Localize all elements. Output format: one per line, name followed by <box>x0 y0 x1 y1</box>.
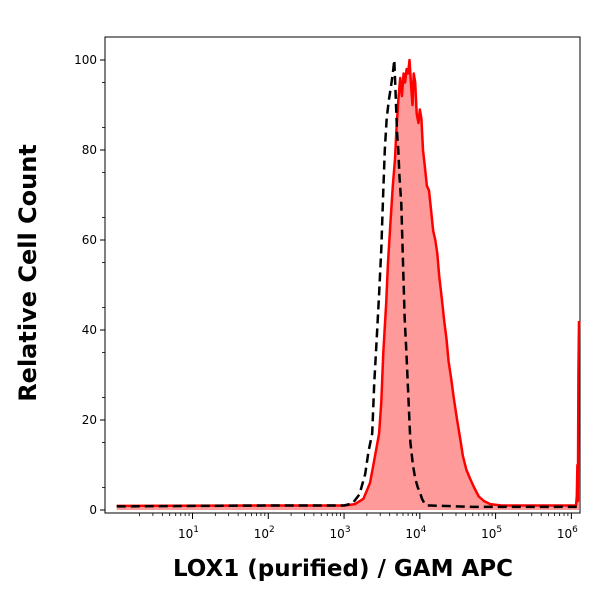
plot-frame <box>104 36 581 514</box>
x-tick-label: 101 <box>178 525 199 541</box>
series-layer <box>116 58 581 510</box>
y-tick-label: 0 <box>89 503 97 517</box>
y-tick-label: 80 <box>82 143 97 157</box>
x-tick-label: 103 <box>330 525 351 541</box>
y-axis-title: Relative Cell Count <box>14 144 42 402</box>
control-histogram-line <box>116 58 579 509</box>
y-tick-label: 100 <box>74 53 97 67</box>
y-tick-label: 20 <box>82 413 97 427</box>
x-axis-title: LOX1 (purified) / GAM APC <box>173 556 513 582</box>
x-tick-label: 105 <box>481 525 502 541</box>
x-tick-label: 102 <box>254 525 275 541</box>
sample-histogram-fill <box>116 60 579 510</box>
sample-histogram-line <box>116 58 581 508</box>
x-tick-label: 104 <box>405 525 426 541</box>
y-tick-label: 40 <box>82 323 97 337</box>
y-tick-label: 60 <box>82 233 97 247</box>
axes-layer: 0 20 40 60 80 100 101 102 103 104 105 106 <box>74 53 578 541</box>
x-tick-label: 106 <box>557 525 578 541</box>
